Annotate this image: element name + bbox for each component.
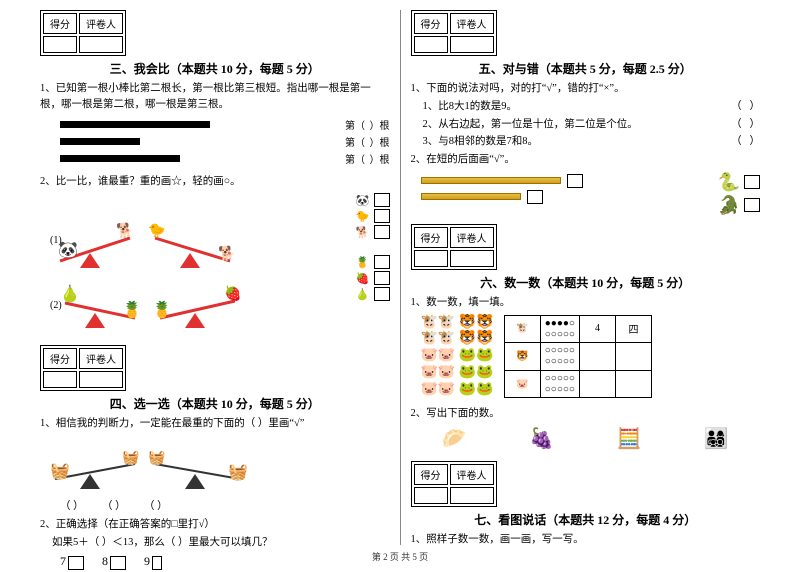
s4-parens: （ ） （ ） （ ） bbox=[40, 499, 390, 515]
section-7-title: 七、看图说话（本题共 12 分，每题 4 分） bbox=[411, 511, 761, 528]
answer-box bbox=[567, 174, 583, 188]
s5-q1b: 2、从右边起，第一位是十位，第二位是个位。（ ） bbox=[411, 117, 761, 133]
bar-3-label: 第（ ）根 bbox=[345, 151, 390, 166]
svg-text:🍍: 🍍 bbox=[152, 300, 172, 319]
section-6-title: 六、数一数（本题共 10 分，每题 5 分） bbox=[411, 274, 761, 291]
seesaw-svg: (1) 🐼 🐕 🐤 🐕 (2) 🍐 🍍 bbox=[40, 193, 300, 333]
s3-q2: 2、比一比，谁最重？重的画☆，轻的画○。 bbox=[40, 174, 390, 190]
score-box: 得分评卷人 bbox=[40, 345, 126, 391]
svg-text:🧺: 🧺 bbox=[148, 450, 165, 466]
svg-text:🐕: 🐕 bbox=[218, 245, 235, 262]
s5-q1: 1、下面的说法对吗，对的打“√”，错的打“×”。 bbox=[411, 81, 761, 97]
section-4-title: 四、选一选（本题共 10 分，每题 5 分） bbox=[40, 395, 390, 412]
svg-text:🐤: 🐤 bbox=[148, 223, 165, 239]
cell-dots: ○○○○○○○○○○ bbox=[540, 343, 579, 371]
answer-box bbox=[374, 255, 390, 269]
score-box: 得分 评卷人 bbox=[40, 10, 126, 56]
answer-box bbox=[374, 287, 390, 301]
s6-q1: 1、数一数，填一填。 bbox=[411, 295, 761, 311]
svg-text:🍓: 🍓 bbox=[224, 285, 241, 302]
abacus-icon: 🧮 bbox=[616, 426, 641, 451]
svg-text:🐕: 🐕 bbox=[116, 222, 133, 239]
section-3: 得分 评卷人 三、我会比（本题共 10 分，每题 5 分） 1、已知第一根小棒比… bbox=[40, 10, 390, 337]
s5-q1a: 1、比8大1的数是9。（ ） bbox=[411, 99, 761, 115]
croc-icon: 🐊 bbox=[718, 195, 740, 216]
dog-icon: 🐕 bbox=[356, 226, 370, 239]
bar-1 bbox=[60, 121, 210, 128]
balance-svg: 🧺 🧺 🧺 🧺 bbox=[40, 434, 340, 494]
s7-q1: 1、照样子数一数，画一画，写一写。 bbox=[411, 532, 761, 548]
s6-items: 🥟 🍇 🧮 👨‍👩‍👧‍👦 bbox=[411, 426, 761, 451]
svg-text:🍍: 🍍 bbox=[122, 300, 142, 319]
s5-rulers: 🐍 🐊 bbox=[421, 172, 761, 216]
section-3-title: 三、我会比（本题共 10 分，每题 5 分） bbox=[40, 60, 390, 77]
s5-q2: 2、在短的后面画“√”。 bbox=[411, 152, 761, 168]
grader-label: 评卷人 bbox=[79, 13, 123, 34]
snake-icon: 🐍 bbox=[718, 172, 740, 193]
score-box: 得分评卷人 bbox=[411, 224, 497, 270]
bars-diagram: 第（ ）根 第（ ）根 第（ ）根 bbox=[60, 117, 390, 166]
ruler-long bbox=[421, 177, 561, 184]
section-5-title: 五、对与错（本题共 5 分，每题 2.5 分） bbox=[411, 60, 761, 77]
s4-q2a: 如果5＋（ ）＜13，那么（ ）里最大可以填几？ bbox=[40, 535, 390, 551]
answer-box bbox=[744, 198, 760, 212]
family-icon: 👨‍👩‍👧‍👦 bbox=[704, 426, 729, 451]
answer-box bbox=[374, 193, 390, 207]
chick-icon: 🐤 bbox=[356, 210, 370, 223]
strawberry-icon: 🍓 bbox=[356, 272, 370, 285]
answer-box bbox=[374, 271, 390, 285]
s5-q1c: 3、与8相邻的数是7和8。（ ） bbox=[411, 134, 761, 150]
svg-text:🐼: 🐼 bbox=[58, 240, 78, 259]
bar-2 bbox=[60, 138, 140, 145]
page-footer: 第 2 页 共 5 页 bbox=[0, 550, 800, 563]
panda-icon: 🐼 bbox=[356, 194, 370, 207]
section-5: 得分评卷人 五、对与错（本题共 5 分，每题 2.5 分） 1、下面的说法对吗，… bbox=[411, 10, 761, 224]
s4-q1: 1、相信我的判断力，一定能在最重的下面的（ ）里画“√” bbox=[40, 416, 390, 432]
cell-icon: 🐯 bbox=[504, 343, 540, 371]
svg-text:🧺: 🧺 bbox=[122, 450, 139, 466]
pineapple-icon: 🍍 bbox=[356, 256, 370, 269]
cell-icon: 🐷 bbox=[504, 370, 540, 398]
svg-text:🧺: 🧺 bbox=[228, 464, 248, 481]
bar-3 bbox=[60, 155, 180, 162]
seesaw-area: (1) 🐼 🐕 🐤 🐕 (2) 🍐 🍍 bbox=[40, 193, 390, 333]
bar-2-label: 第（ ）根 bbox=[345, 134, 390, 149]
s6-q2: 2、写出下面的数。 bbox=[411, 406, 761, 422]
animal-grid: 🐮🐮 🐯🐯 🐮🐮 🐯🐯 🐷🐷 🐸🐸 🐷🐷 🐸🐸 🐷🐷 🐸🐸 bbox=[421, 315, 494, 399]
score-box: 得分评卷人 bbox=[411, 461, 497, 507]
answer-box bbox=[744, 175, 760, 189]
cell-cn: 四 bbox=[615, 315, 651, 343]
count-table: 🐮 ●●●●○○○○○○ 4 四 🐯 ○○○○○○○○○○ 🐷 ○○○○○○○○… bbox=[504, 315, 652, 399]
section-6: 得分评卷人 六、数一数（本题共 10 分，每题 5 分） 1、数一数，填一填。 … bbox=[411, 224, 761, 461]
grapes-icon: 🍇 bbox=[529, 426, 554, 451]
cell-dots: ○○○○○○○○○○ bbox=[540, 370, 579, 398]
right-column: 得分评卷人 五、对与错（本题共 5 分，每题 2.5 分） 1、下面的说法对吗，… bbox=[401, 10, 771, 545]
answer-box bbox=[374, 225, 390, 239]
cell-icon: 🐮 bbox=[504, 315, 540, 343]
plate-icon: 🥟 bbox=[442, 426, 467, 451]
s3-q1: 1、已知第一根小棒比第二根长，第一根比第三根短。指出哪一根是第一根，哪一根是第二… bbox=[40, 81, 390, 113]
section-7: 得分评卷人 七、看图说话（本题共 12 分，每题 4 分） 1、照样子数一数，画… bbox=[411, 461, 761, 550]
pear-icon: 🍐 bbox=[356, 288, 370, 301]
svg-text:🍐: 🍐 bbox=[60, 284, 80, 303]
answer-box bbox=[527, 190, 543, 204]
s4-q2: 2、正确选择（在正确答案的□里打√） bbox=[40, 517, 390, 533]
bar-1-label: 第（ ）根 bbox=[345, 117, 390, 132]
left-column: 得分 评卷人 三、我会比（本题共 10 分，每题 5 分） 1、已知第一根小棒比… bbox=[30, 10, 400, 545]
cell-num: 4 bbox=[579, 315, 615, 343]
answer-icons: 🐼 🐤 🐕 🍍 🍓 🍐 bbox=[356, 193, 390, 301]
svg-text:🧺: 🧺 bbox=[50, 463, 70, 480]
s6-count-area: 🐮🐮 🐯🐯 🐮🐮 🐯🐯 🐷🐷 🐸🐸 🐷🐷 🐸🐸 🐷🐷 🐸🐸 🐮 ●●●●○○○○… bbox=[421, 315, 761, 399]
answer-box bbox=[374, 209, 390, 223]
ruler-short bbox=[421, 193, 521, 200]
score-box: 得分评卷人 bbox=[411, 10, 497, 56]
cell-dots: ●●●●○○○○○○ bbox=[540, 315, 579, 343]
section-4: 得分评卷人 四、选一选（本题共 10 分，每题 5 分） 1、相信我的判断力，一… bbox=[40, 345, 390, 572]
score-label: 得分 bbox=[43, 13, 77, 34]
